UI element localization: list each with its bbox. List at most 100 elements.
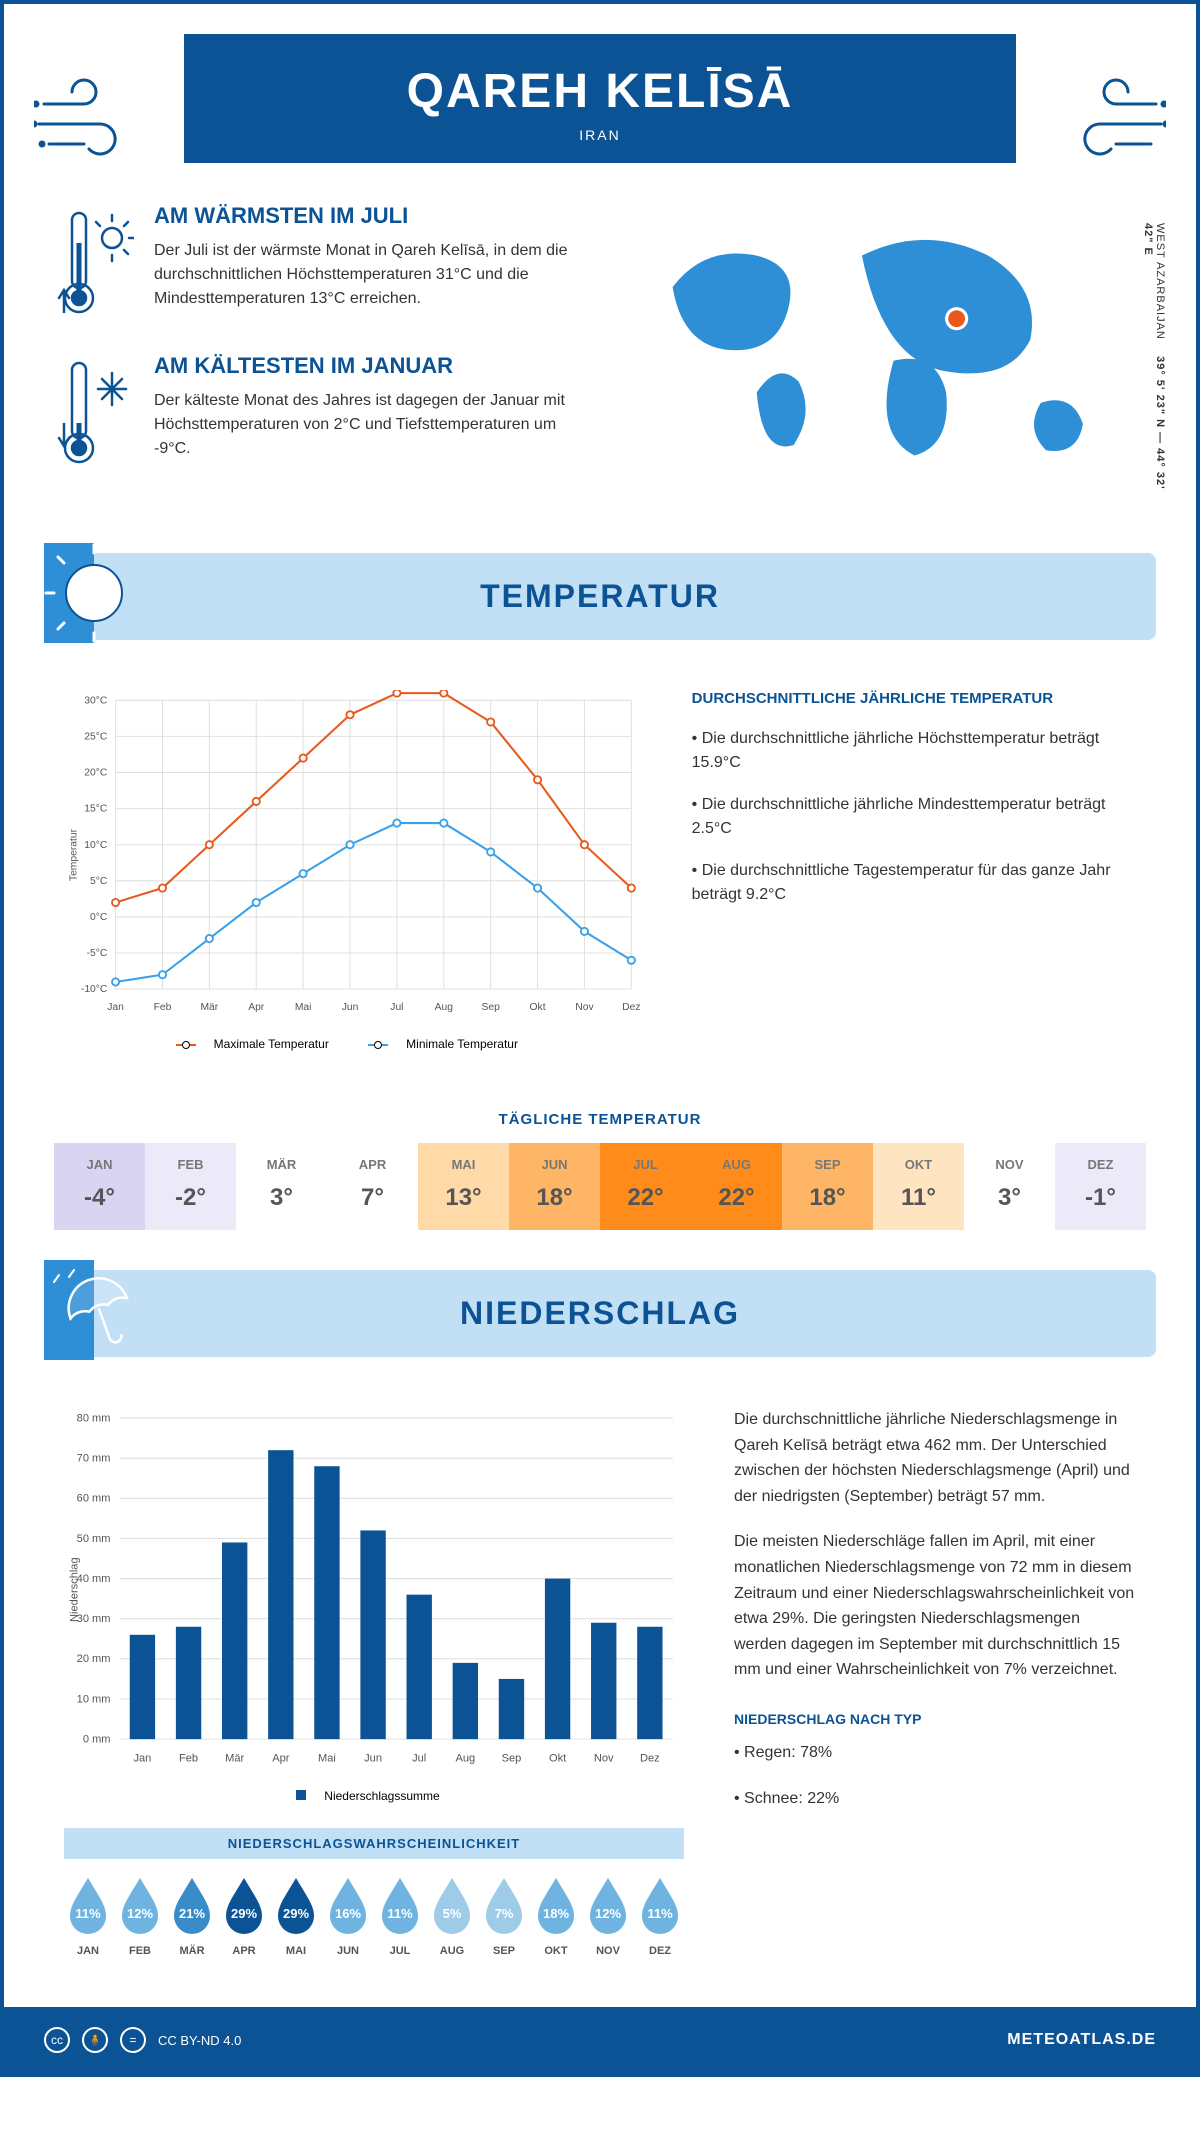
probability-drop: 11%DEZ <box>636 1874 684 1957</box>
precipitation-bar-chart: 0 mm10 mm20 mm30 mm40 mm50 mm60 mm70 mm8… <box>64 1407 684 1957</box>
daily-temp-cell: JUN18° <box>509 1143 600 1230</box>
svg-text:Aug: Aug <box>455 1752 475 1764</box>
daily-temp-cell: SEP18° <box>782 1143 873 1230</box>
svg-text:10 mm: 10 mm <box>77 1693 111 1705</box>
daily-temp-table: JAN-4°FEB-2°MÄR3°APR7°MAI13°JUN18°JUL22°… <box>54 1143 1146 1230</box>
license-text: CC BY-ND 4.0 <box>158 2033 241 2048</box>
svg-text:Nov: Nov <box>594 1752 614 1764</box>
probability-drop: 21%MÄR <box>168 1874 216 1957</box>
svg-text:5%: 5% <box>443 1906 462 1921</box>
header-row: QAREH KELĪSĀ IRAN <box>4 34 1196 163</box>
probability-title: NIEDERSCHLAGSWAHRSCHEINLICHKEIT <box>64 1828 684 1859</box>
svg-text:Feb: Feb <box>154 1002 172 1013</box>
svg-text:30°C: 30°C <box>84 695 108 706</box>
intro-section: AM WÄRMSTEN IM JULI Der Juli ist der wär… <box>4 163 1196 533</box>
temperature-banner: TEMPERATUR <box>44 553 1156 640</box>
precip-type-rain: • Regen: 78% <box>734 1740 1136 1766</box>
svg-text:Dez: Dez <box>622 1002 640 1013</box>
coordinates-label: WEST AZARBAIJAN 39° 5' 23" N — 44° 32' 4… <box>1142 223 1166 503</box>
daily-temp-cell: MAI13° <box>418 1143 509 1230</box>
svg-text:7%: 7% <box>495 1906 514 1921</box>
svg-text:10°C: 10°C <box>84 840 108 851</box>
daily-temp-cell: OKT11° <box>873 1143 964 1230</box>
probability-drop: 7%SEP <box>480 1874 528 1957</box>
svg-text:21%: 21% <box>179 1906 205 1921</box>
coldest-title: AM KÄLTESTEN IM JANUAR <box>154 353 580 379</box>
sun-icon <box>44 543 144 643</box>
world-map-icon <box>620 203 1146 498</box>
probability-drop: 11%JAN <box>64 1874 112 1957</box>
daily-temp-cell: MÄR3° <box>236 1143 327 1230</box>
temp-bullet: • Die durchschnittliche jährliche Höchst… <box>692 727 1136 775</box>
warmest-block: AM WÄRMSTEN IM JULI Der Juli ist der wär… <box>54 203 580 323</box>
daily-temp-title: TÄGLICHE TEMPERATUR <box>4 1111 1196 1128</box>
temp-bullet: • Die durchschnittliche Tagestemperatur … <box>692 859 1136 907</box>
coldest-block: AM KÄLTESTEN IM JANUAR Der kälteste Mona… <box>54 353 580 473</box>
country-label: IRAN <box>204 127 996 143</box>
daily-temp-cell: AUG22° <box>691 1143 782 1230</box>
svg-text:11%: 11% <box>75 1906 101 1921</box>
thermometer-cold-icon <box>54 353 134 473</box>
svg-text:Aug: Aug <box>435 1002 454 1013</box>
svg-text:Mai: Mai <box>295 1002 312 1013</box>
svg-text:Jun: Jun <box>364 1752 382 1764</box>
warmest-title: AM WÄRMSTEN IM JULI <box>154 203 580 229</box>
svg-text:16%: 16% <box>335 1906 361 1921</box>
temperature-info: DURCHSCHNITTLICHE JÄHRLICHE TEMPERATUR •… <box>692 690 1136 1051</box>
precipitation-row: 0 mm10 mm20 mm30 mm40 mm50 mm60 mm70 mm8… <box>4 1377 1196 1977</box>
probability-drop: 5%AUG <box>428 1874 476 1957</box>
probability-drop: 11%JUL <box>376 1874 424 1957</box>
daily-temp-cell: DEZ-1° <box>1055 1143 1146 1230</box>
footer: cc 🧍 = CC BY-ND 4.0 METEOATLAS.DE <box>4 2007 1196 2073</box>
precip-section-title: NIEDERSCHLAG <box>69 1295 1131 1332</box>
svg-text:Jun: Jun <box>342 1002 359 1013</box>
precip-paragraph: Die durchschnittliche jährliche Niedersc… <box>734 1407 1136 1509</box>
svg-text:20 mm: 20 mm <box>77 1653 111 1665</box>
svg-text:0°C: 0°C <box>90 912 108 923</box>
svg-text:Sep: Sep <box>482 1002 501 1013</box>
svg-text:Okt: Okt <box>530 1002 546 1013</box>
daily-temp-cell: JAN-4° <box>54 1143 145 1230</box>
daily-temp-cell: FEB-2° <box>145 1143 236 1230</box>
svg-text:50 mm: 50 mm <box>77 1533 111 1545</box>
svg-text:20°C: 20°C <box>84 768 108 779</box>
svg-text:Jan: Jan <box>107 1002 124 1013</box>
svg-text:12%: 12% <box>595 1906 621 1921</box>
svg-text:Feb: Feb <box>179 1752 198 1764</box>
probability-drop: 29%MAI <box>272 1874 320 1957</box>
thermometer-hot-icon <box>54 203 134 323</box>
svg-text:15°C: 15°C <box>84 804 108 815</box>
wind-icon <box>1046 74 1166 164</box>
precip-legend: Niederschlagssumme <box>64 1789 684 1803</box>
daily-temp-cell: JUL22° <box>600 1143 691 1230</box>
svg-text:70 mm: 70 mm <box>77 1453 111 1465</box>
svg-text:Jan: Jan <box>134 1752 152 1764</box>
precipitation-banner: NIEDERSCHLAG <box>44 1270 1156 1357</box>
temperature-row: -10°C-5°C0°C5°C10°C15°C20°C25°C30°CJanFe… <box>4 660 1196 1081</box>
svg-text:Apr: Apr <box>248 1002 265 1013</box>
probability-drop: 16%JUN <box>324 1874 372 1957</box>
svg-text:Okt: Okt <box>549 1752 566 1764</box>
svg-text:11%: 11% <box>647 1906 673 1921</box>
svg-text:11%: 11% <box>387 1906 413 1921</box>
wind-icon <box>34 74 154 164</box>
probability-drop: 12%NOV <box>584 1874 632 1957</box>
coldest-text: Der kälteste Monat des Jahres ist dagege… <box>154 389 580 461</box>
probability-drop: 12%FEB <box>116 1874 164 1957</box>
svg-text:Apr: Apr <box>272 1752 290 1764</box>
svg-text:30 mm: 30 mm <box>77 1613 111 1625</box>
daily-temp-cell: APR7° <box>327 1143 418 1230</box>
svg-text:-5°C: -5°C <box>87 948 108 959</box>
svg-text:Mär: Mär <box>200 1002 218 1013</box>
svg-text:29%: 29% <box>231 1906 257 1921</box>
svg-text:Mai: Mai <box>318 1752 336 1764</box>
svg-text:-10°C: -10°C <box>81 984 108 995</box>
probability-drop: 29%APR <box>220 1874 268 1957</box>
svg-text:0 mm: 0 mm <box>83 1734 111 1746</box>
svg-text:Sep: Sep <box>502 1752 522 1764</box>
svg-text:80 mm: 80 mm <box>77 1412 111 1424</box>
infographic-container: QAREH KELĪSĀ IRAN <box>0 0 1200 2077</box>
temp-info-title: DURCHSCHNITTLICHE JÄHRLICHE TEMPERATUR <box>692 690 1136 707</box>
svg-text:Mär: Mär <box>225 1752 244 1764</box>
svg-text:40 mm: 40 mm <box>77 1573 111 1585</box>
